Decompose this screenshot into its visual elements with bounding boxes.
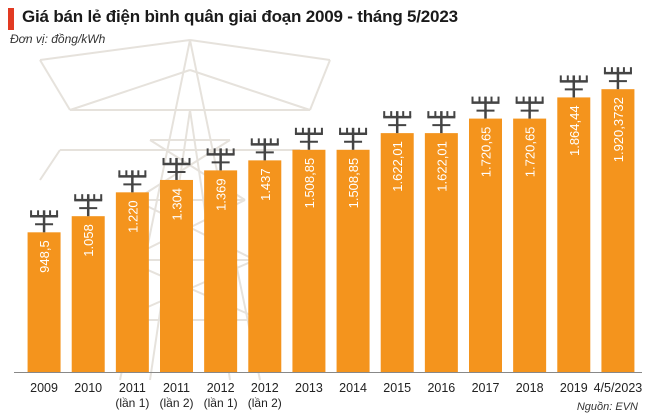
tower-line bbox=[309, 59, 331, 111]
chart-title: Giá bán lẻ điện bình quân giai đoạn 2009… bbox=[22, 7, 458, 26]
bar bbox=[469, 118, 502, 372]
x-tick-label: (lần 1) bbox=[115, 396, 149, 410]
tower-line bbox=[189, 69, 311, 111]
bar-value-label: 1.437 bbox=[258, 168, 273, 201]
bar bbox=[115, 192, 149, 372]
power-pole-icon bbox=[250, 138, 279, 161]
x-tick-label: 2018 bbox=[516, 381, 544, 395]
bar bbox=[248, 160, 282, 372]
x-tick-label: 2019 bbox=[560, 381, 588, 395]
bar-value-label: 1.304 bbox=[170, 188, 185, 221]
unit-label: Đơn vị: đồng/kWh bbox=[10, 32, 106, 46]
bar-value-label: 1.369 bbox=[214, 178, 229, 211]
power-pole-icon bbox=[118, 170, 147, 193]
x-tick-label: 2017 bbox=[472, 381, 500, 395]
power-pole-icon bbox=[559, 75, 588, 98]
bar bbox=[27, 232, 61, 372]
power-pole-icon bbox=[30, 210, 59, 233]
x-tick-label: 2011 bbox=[163, 381, 190, 395]
power-pole-icon bbox=[383, 111, 412, 134]
bar-value-label: 1.508,85 bbox=[346, 158, 361, 209]
x-tick-label: 2014 bbox=[339, 381, 367, 395]
bar-value-label: 1.220 bbox=[125, 200, 140, 233]
bar-value-label: 1.720,65 bbox=[479, 127, 494, 178]
bar bbox=[336, 149, 370, 372]
source-note: Nguồn: EVN bbox=[576, 401, 638, 413]
bar-value-label: 1.720,65 bbox=[523, 127, 538, 178]
tower-line bbox=[39, 149, 61, 181]
x-tick-label: 2010 bbox=[74, 381, 102, 395]
x-tick-label: (lần 2) bbox=[159, 396, 193, 410]
x-tick-label: 2013 bbox=[295, 381, 323, 395]
title-accent-bar bbox=[8, 8, 14, 30]
bar bbox=[71, 216, 105, 372]
bar bbox=[424, 133, 458, 372]
power-pole-icon bbox=[427, 111, 456, 134]
power-pole-icon bbox=[471, 96, 500, 119]
power-pole-icon bbox=[339, 127, 368, 150]
bar bbox=[204, 170, 238, 372]
bar-value-label: 1.622,01 bbox=[390, 141, 405, 192]
bar-value-label: 948,5 bbox=[37, 240, 52, 273]
x-tick-label: 2012 bbox=[251, 381, 279, 395]
bar bbox=[513, 118, 547, 372]
x-tick-label: 2016 bbox=[427, 381, 455, 395]
bar-value-label: 1.920,3732 bbox=[611, 97, 626, 162]
power-pole-icon bbox=[206, 148, 235, 171]
power-pole-icon bbox=[603, 67, 632, 90]
x-tick-label: (lần 1) bbox=[204, 396, 238, 410]
bar bbox=[601, 89, 635, 373]
x-tick-label: 2011 bbox=[119, 381, 146, 395]
bar bbox=[160, 179, 193, 372]
tower-line bbox=[39, 39, 191, 61]
bar-value-label: 1.864,44 bbox=[567, 105, 582, 156]
tower-line bbox=[189, 39, 331, 61]
power-pole-icon bbox=[162, 157, 191, 180]
bar-value-label: 1.508,85 bbox=[302, 158, 317, 209]
x-tick-label: 2009 bbox=[30, 381, 58, 395]
bar bbox=[557, 97, 591, 373]
x-tick-label: 2012 bbox=[207, 381, 235, 395]
power-pole-icon bbox=[74, 194, 103, 217]
bar bbox=[292, 149, 326, 372]
bar-value-label: 1.058 bbox=[81, 224, 96, 257]
tower-line bbox=[39, 59, 71, 111]
tower-line bbox=[69, 69, 191, 111]
bar bbox=[380, 133, 414, 372]
x-tick-label: 2015 bbox=[383, 381, 411, 395]
power-pole-icon bbox=[294, 127, 323, 150]
x-tick-label: 4/5/2023 bbox=[594, 381, 643, 395]
x-axis: 2009 2010 2011(lần 1)2011(lần 2)2012(lần 1… bbox=[14, 372, 643, 410]
x-tick-label: (lần 2) bbox=[248, 396, 282, 410]
bars: 948,5 1.058 1.220 1.304 1.369 1.437 1.508,85 1.… bbox=[27, 67, 635, 373]
bar-value-label: 1.622,01 bbox=[434, 141, 449, 192]
power-pole-icon bbox=[515, 96, 544, 119]
